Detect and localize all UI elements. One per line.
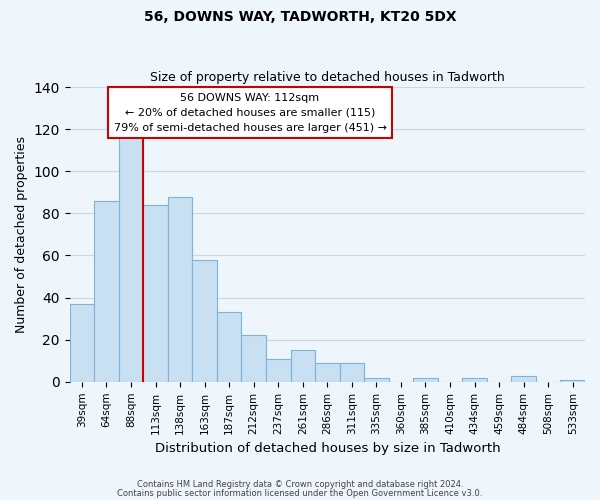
Text: 56 DOWNS WAY: 112sqm
← 20% of detached houses are smaller (115)
79% of semi-deta: 56 DOWNS WAY: 112sqm ← 20% of detached h… [113, 93, 386, 132]
Bar [119, 134, 143, 382]
Text: 56, DOWNS WAY, TADWORTH, KT20 5DX: 56, DOWNS WAY, TADWORTH, KT20 5DX [143, 10, 457, 24]
Bar [315, 363, 340, 382]
Bar [290, 350, 315, 382]
Bar [266, 358, 290, 382]
Bar [241, 336, 266, 382]
Bar [511, 376, 536, 382]
Bar [70, 304, 94, 382]
Bar [364, 378, 389, 382]
Bar [217, 312, 241, 382]
Bar [560, 380, 585, 382]
Bar [143, 205, 168, 382]
Bar [340, 363, 364, 382]
X-axis label: Distribution of detached houses by size in Tadworth: Distribution of detached houses by size … [155, 442, 500, 455]
Bar [193, 260, 217, 382]
Bar [94, 201, 119, 382]
Text: Contains HM Land Registry data © Crown copyright and database right 2024.: Contains HM Land Registry data © Crown c… [137, 480, 463, 489]
Title: Size of property relative to detached houses in Tadworth: Size of property relative to detached ho… [150, 72, 505, 85]
Bar [462, 378, 487, 382]
Text: Contains public sector information licensed under the Open Government Licence v3: Contains public sector information licen… [118, 488, 482, 498]
Bar [413, 378, 438, 382]
Y-axis label: Number of detached properties: Number of detached properties [15, 136, 28, 333]
Bar [168, 196, 193, 382]
